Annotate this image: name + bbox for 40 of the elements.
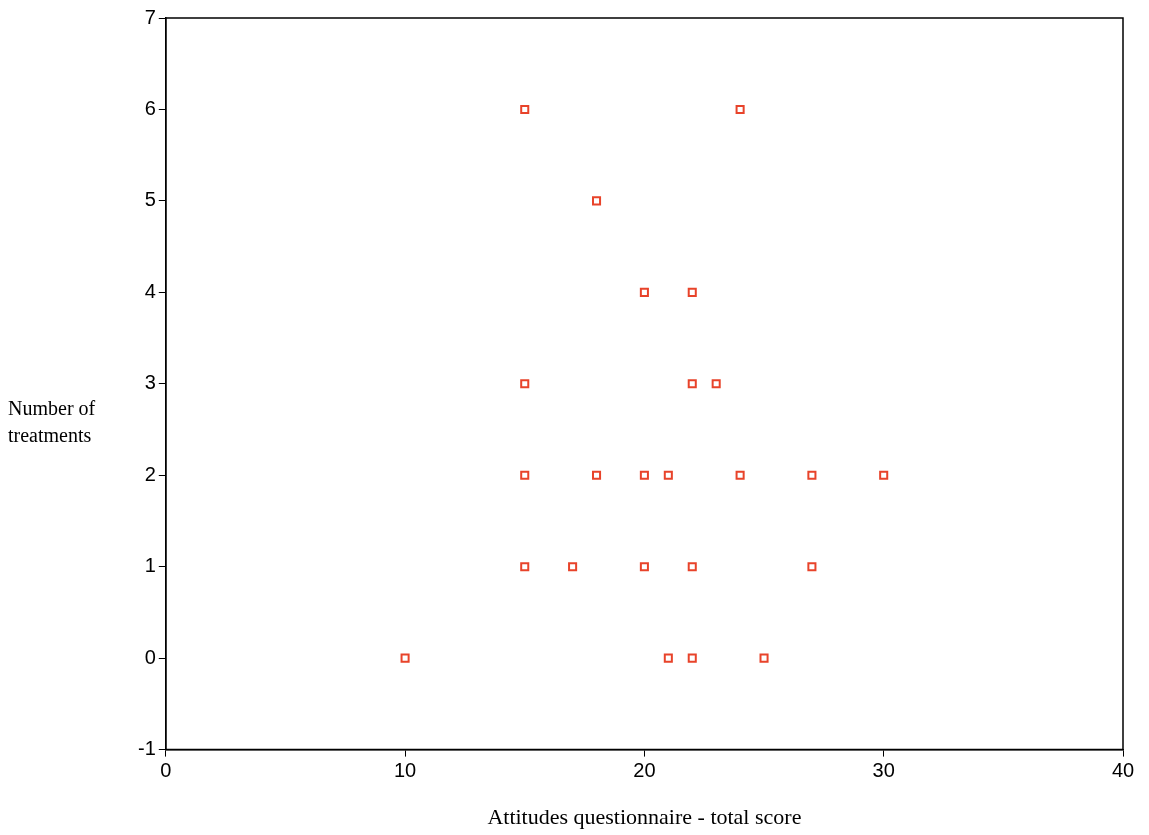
- point: [735, 470, 745, 480]
- y-axis-title: Number of treatments: [8, 396, 97, 448]
- y-tick-label: 0: [144, 645, 156, 668]
- y-tick-label: 4: [144, 279, 156, 302]
- point: [639, 287, 649, 297]
- x-tick-label: 30: [872, 759, 895, 782]
- point: [663, 470, 673, 480]
- point: [711, 379, 721, 389]
- point: [400, 653, 410, 663]
- point: [735, 104, 745, 114]
- point: [520, 379, 530, 389]
- y-tick-label: 3: [144, 371, 156, 394]
- point: [568, 562, 578, 572]
- point: [759, 653, 769, 663]
- point: [639, 470, 649, 480]
- point: [592, 196, 602, 206]
- y-tick-label: 1: [144, 554, 156, 577]
- point: [639, 562, 649, 572]
- point: [520, 470, 530, 480]
- point: [807, 562, 817, 572]
- point: [687, 562, 697, 572]
- x-axis-title: Attitudes questionnaire - total score: [487, 803, 802, 829]
- point: [807, 470, 817, 480]
- x-tick-label: 0: [160, 759, 172, 782]
- x-tick-label: 20: [633, 759, 656, 782]
- x-tick-label: 10: [393, 759, 417, 782]
- point: [687, 379, 697, 389]
- y-tick-label: 2: [144, 462, 156, 485]
- y-tick-label: 5: [144, 188, 156, 211]
- y-tick-label: -1: [137, 737, 156, 760]
- x-tick-label: 40: [1111, 759, 1135, 782]
- point: [520, 562, 530, 572]
- point: [520, 104, 530, 114]
- point: [879, 470, 889, 480]
- point: [687, 287, 697, 297]
- point: [592, 470, 602, 480]
- y-tick-label: 6: [144, 96, 156, 119]
- point: [687, 653, 697, 663]
- y-tick-label: 7: [144, 5, 156, 28]
- point: [663, 653, 673, 663]
